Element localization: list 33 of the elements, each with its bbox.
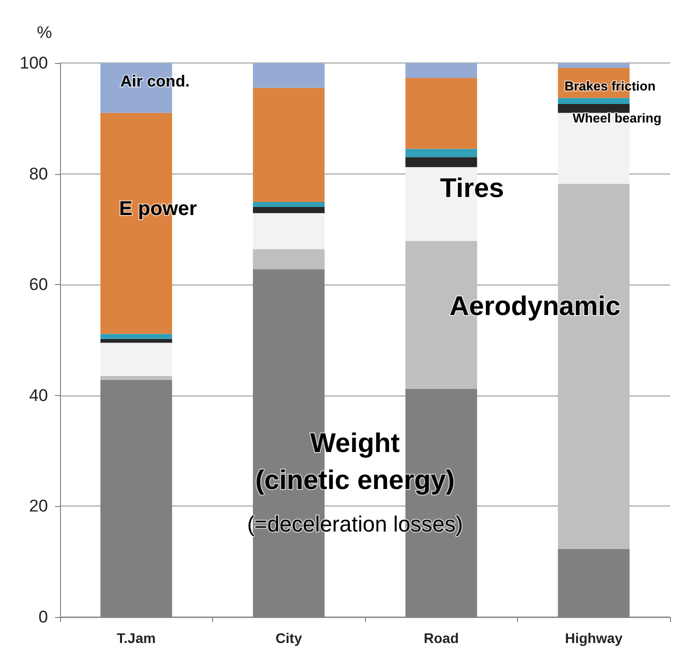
annotation: Tires: [440, 173, 504, 203]
y-tick-label: 20: [29, 496, 48, 516]
x-tick-label: Highway: [564, 630, 623, 646]
bar: [558, 63, 630, 68]
bar: [100, 334, 172, 339]
annotation: Weight: [310, 428, 400, 458]
bar: [100, 376, 172, 380]
y-tick-label: 100: [20, 54, 48, 72]
bar: [405, 78, 478, 149]
bar: [252, 249, 325, 270]
bar: [252, 213, 325, 250]
annotation: Wheel bearing: [572, 110, 662, 126]
bar: [252, 207, 325, 214]
y-tick-label: 60: [29, 275, 48, 294]
annotation: Aerodynamic: [449, 291, 621, 321]
y-axis-title: %: [36, 23, 52, 42]
annotation: Air cond.: [120, 74, 190, 90]
x-tick-label: City: [276, 630, 302, 646]
x-tick-label: Road: [424, 630, 459, 646]
y-tick-label: 0: [38, 608, 48, 626]
y-tick-label: 40: [29, 386, 48, 405]
bar: [558, 104, 630, 113]
bar: [405, 148, 478, 158]
bar: [100, 342, 172, 376]
bar: [252, 63, 325, 88]
bar: [252, 88, 325, 202]
bar: [405, 157, 478, 168]
bar: [405, 63, 478, 78]
x-tick-label: T.Jam: [116, 630, 156, 646]
bar: [100, 338, 172, 343]
y-tick-label: 80: [29, 164, 48, 184]
bar: [252, 202, 325, 208]
bar: [558, 98, 630, 104]
